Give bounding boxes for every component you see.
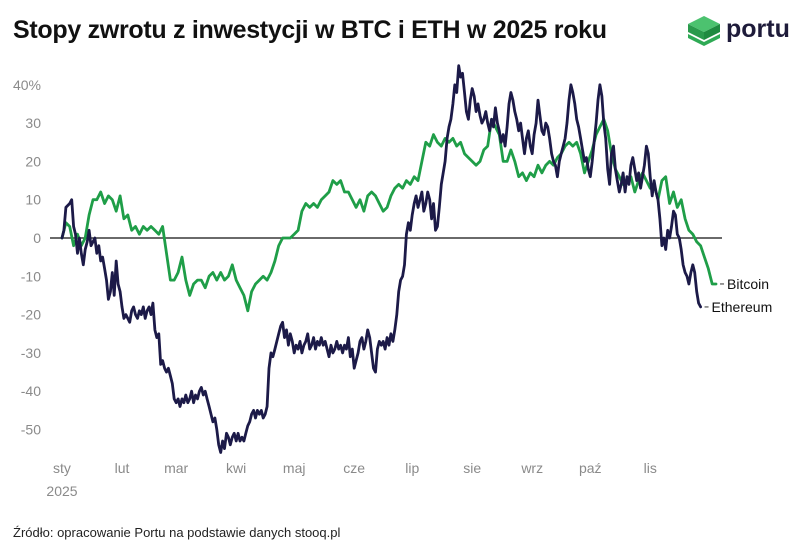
logo-text: portu <box>726 15 790 43</box>
y-tick-label: -10 <box>21 268 41 284</box>
y-tick-label: 30 <box>25 115 41 131</box>
x-tick-label: sty <box>53 460 71 476</box>
x-tick-label: maj <box>283 460 306 476</box>
x-tick-label: sie <box>463 460 481 476</box>
portu-logo-icon <box>688 16 720 46</box>
end-labels: Bitcoin Ethereum <box>704 276 773 315</box>
x-axis: sty 2025 lut mar kwi maj cze lip sie wrz paź lis <box>46 460 656 499</box>
source-note: Źródło: opracowanie Portu na podstawie d… <box>13 525 341 540</box>
x-tick-label: cze <box>343 460 365 476</box>
y-tick-label: 0 <box>33 230 41 246</box>
chart-title: Stopy zwrotu z inwestycji w BTC i ETH w … <box>13 16 607 44</box>
portu-logo: portu <box>686 12 790 52</box>
y-tick-label: 40% <box>13 77 41 93</box>
y-tick-label: 10 <box>25 192 41 208</box>
series-line-ethereum <box>60 64 702 454</box>
x-tick-sublabel: 2025 <box>46 483 77 499</box>
series-end-label: Bitcoin <box>727 276 769 292</box>
x-tick-label: kwi <box>226 460 246 476</box>
series-line-bitcoin <box>60 117 718 313</box>
y-tick-label: -50 <box>21 422 41 438</box>
x-tick-label: wrz <box>520 460 543 476</box>
x-tick-label: lut <box>115 460 130 476</box>
x-tick-label: paź <box>579 460 602 476</box>
y-tick-label: 20 <box>25 153 41 169</box>
y-tick-label: -30 <box>21 345 41 361</box>
x-tick-label: lis <box>644 460 657 476</box>
x-tick-label: lip <box>405 460 419 476</box>
x-tick-label: mar <box>164 460 188 476</box>
series-layer <box>60 64 718 454</box>
y-tick-label: -20 <box>21 307 41 323</box>
y-tick-label: -40 <box>21 383 41 399</box>
y-axis: 40% 30 20 10 0 -10 -20 -30 -40 -50 <box>13 77 41 438</box>
series-end-label: Ethereum <box>712 299 773 315</box>
